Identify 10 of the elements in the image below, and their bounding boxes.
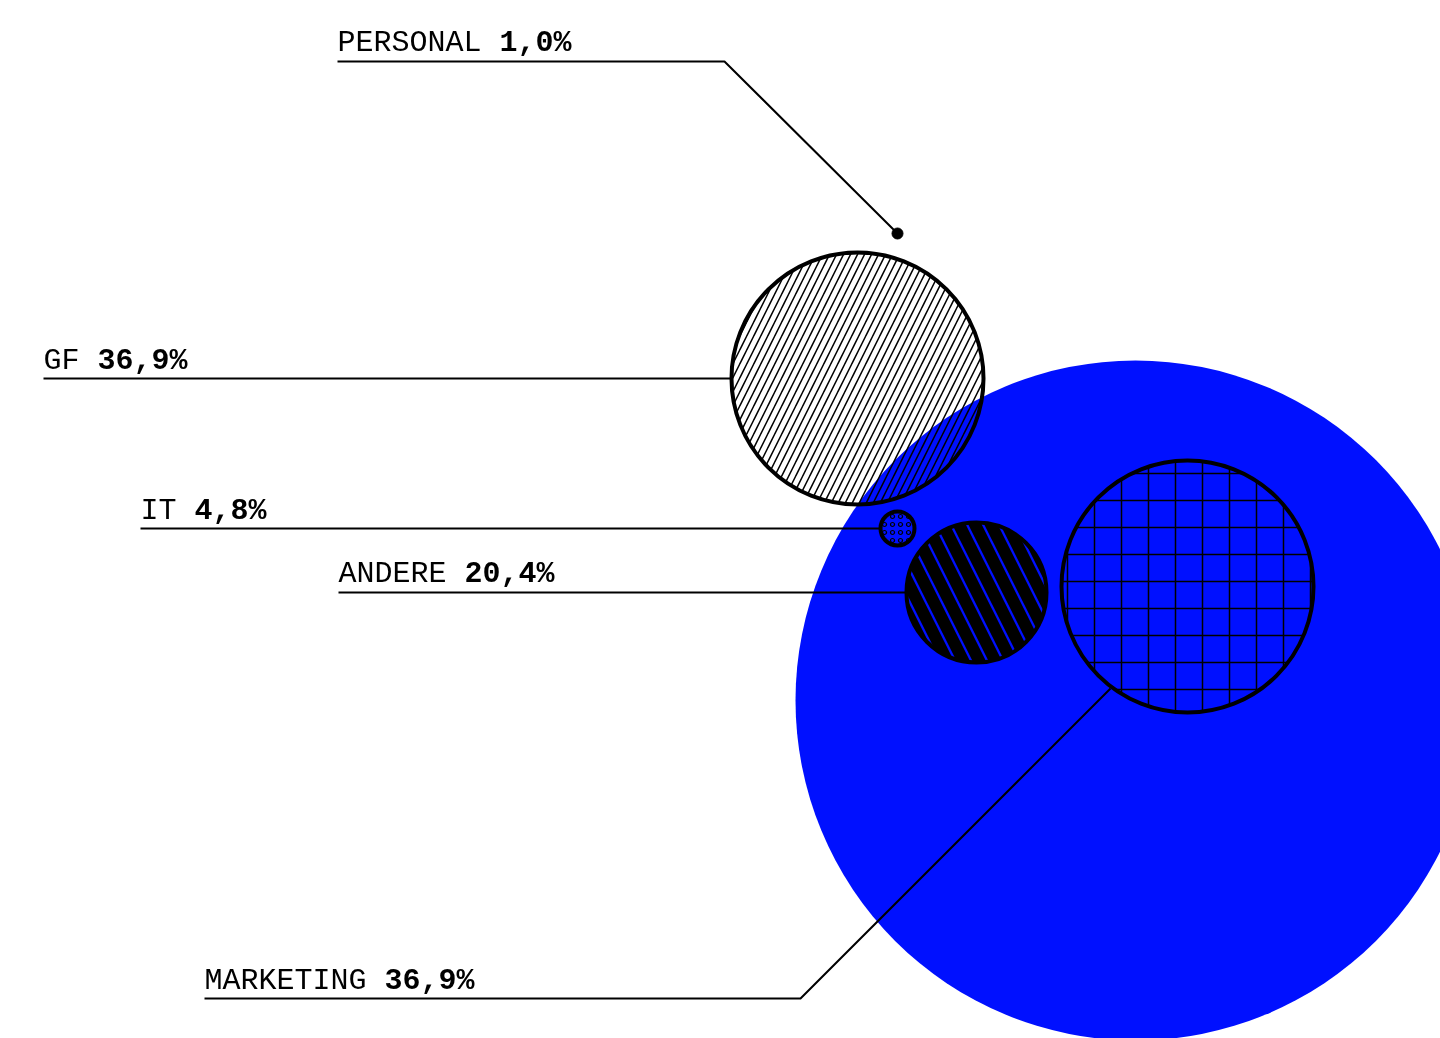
category-label: IT xyxy=(140,493,177,528)
data-label: 36,9% xyxy=(97,343,189,378)
data-label: 36,9% xyxy=(384,963,476,998)
category-label: GF xyxy=(43,343,80,378)
data-label: 1,0% xyxy=(499,25,573,60)
data-label: 4,8% xyxy=(194,493,268,528)
category-label: PERSONAL xyxy=(337,25,482,60)
category-label: MARKETING xyxy=(204,963,367,998)
category-label: ANDERE xyxy=(338,556,447,591)
data-label: 20,4% xyxy=(464,556,556,591)
